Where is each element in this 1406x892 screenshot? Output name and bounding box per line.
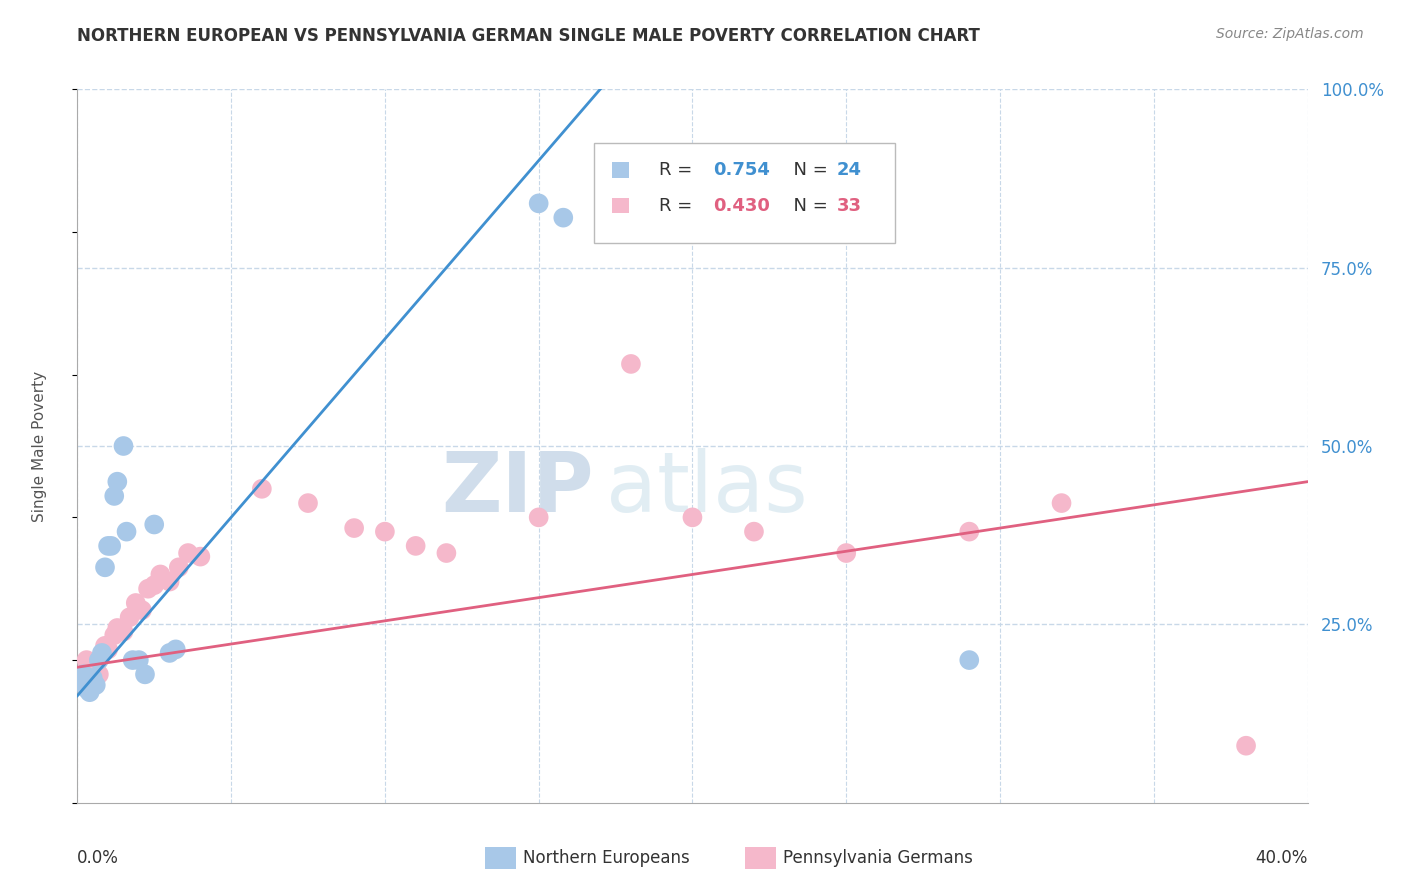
Point <box>149 567 172 582</box>
Point <box>79 685 101 699</box>
Point <box>90 646 114 660</box>
Point <box>143 578 166 592</box>
Point <box>87 667 110 681</box>
Text: 40.0%: 40.0% <box>1256 849 1308 867</box>
Point <box>82 671 104 685</box>
Text: Northern Europeans: Northern Europeans <box>523 849 690 867</box>
Point <box>527 196 550 211</box>
Point <box>84 678 107 692</box>
Point <box>69 671 91 685</box>
Point <box>97 642 120 657</box>
Point <box>165 642 187 657</box>
Point <box>94 639 117 653</box>
Point <box>100 539 122 553</box>
Point <box>76 681 98 696</box>
Y-axis label: Single Male Poverty: Single Male Poverty <box>31 370 46 522</box>
Point <box>742 524 765 539</box>
Text: 0.0%: 0.0% <box>77 849 120 867</box>
Point <box>159 646 181 660</box>
Point <box>177 546 200 560</box>
Point <box>128 653 150 667</box>
Point <box>112 439 135 453</box>
FancyBboxPatch shape <box>595 143 896 243</box>
Point <box>118 610 141 624</box>
Text: 33: 33 <box>837 196 862 214</box>
Point <box>167 560 190 574</box>
Point <box>957 653 980 667</box>
Text: NORTHERN EUROPEAN VS PENNSYLVANIA GERMAN SINGLE MALE POVERTY CORRELATION CHART: NORTHERN EUROPEAN VS PENNSYLVANIA GERMAN… <box>77 27 980 45</box>
Point <box>103 628 125 642</box>
Point <box>87 653 110 667</box>
Text: R =: R = <box>659 196 699 214</box>
Point <box>527 510 550 524</box>
Point <box>143 517 166 532</box>
Point <box>620 357 643 371</box>
Point <box>103 489 125 503</box>
Point <box>121 653 143 667</box>
Text: Pennsylvania Germans: Pennsylvania Germans <box>783 849 973 867</box>
Point <box>105 475 128 489</box>
Text: N =: N = <box>782 161 834 178</box>
Text: atlas: atlas <box>606 449 808 529</box>
Point <box>72 667 94 681</box>
Point <box>374 524 396 539</box>
Point <box>76 653 98 667</box>
Text: Source: ZipAtlas.com: Source: ZipAtlas.com <box>1216 27 1364 41</box>
Bar <box>613 198 628 213</box>
Point <box>69 674 91 689</box>
Point <box>1050 496 1073 510</box>
Point <box>835 546 858 560</box>
Point <box>682 510 704 524</box>
Point <box>553 211 575 225</box>
Point <box>125 596 148 610</box>
Point <box>134 667 156 681</box>
Point <box>297 496 319 510</box>
Point <box>112 624 135 639</box>
Point <box>957 524 980 539</box>
Point <box>82 657 104 671</box>
Point <box>188 549 212 564</box>
Point <box>250 482 273 496</box>
Point <box>131 603 153 617</box>
Text: ZIP: ZIP <box>441 449 595 529</box>
Text: 0.430: 0.430 <box>713 196 770 214</box>
Bar <box>613 162 628 178</box>
Point <box>1234 739 1257 753</box>
Point <box>97 539 120 553</box>
Point <box>115 524 138 539</box>
Text: N =: N = <box>782 196 834 214</box>
Point <box>94 560 117 574</box>
Text: 24: 24 <box>837 161 862 178</box>
Point <box>405 539 427 553</box>
Text: R =: R = <box>659 161 699 178</box>
Point <box>136 582 159 596</box>
Text: 0.754: 0.754 <box>713 161 770 178</box>
Point <box>159 574 181 589</box>
Point <box>343 521 366 535</box>
Point <box>436 546 458 560</box>
Point <box>105 621 128 635</box>
